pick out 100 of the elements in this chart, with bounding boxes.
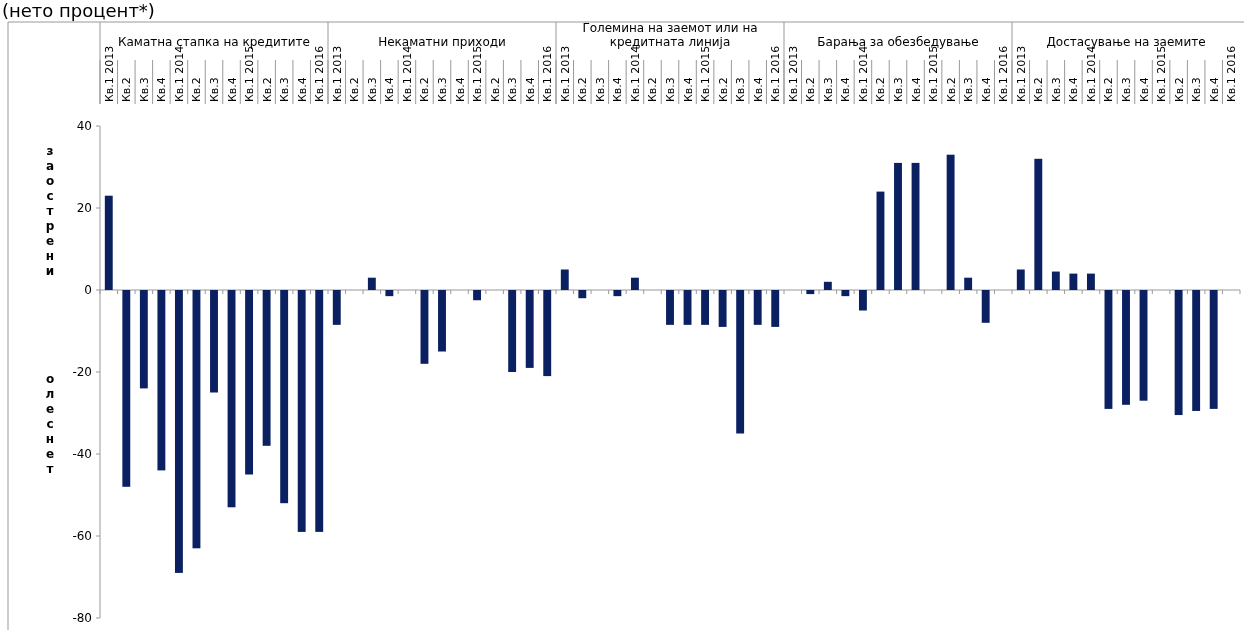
y-tick-label: -40 <box>72 447 92 461</box>
y-tick-label: -60 <box>72 529 92 543</box>
bar <box>718 290 727 327</box>
bar <box>560 269 569 290</box>
bar <box>1209 290 1218 409</box>
bar <box>367 277 376 290</box>
bar <box>578 290 587 299</box>
x-tick-label: Кв.2 <box>1102 77 1116 102</box>
x-tick-label: Кв.1 2013 <box>330 45 344 102</box>
bar <box>280 290 289 504</box>
x-tick-label: Кв.2 <box>348 77 362 102</box>
bar <box>245 290 254 475</box>
chart-title: (нето процент*) <box>2 0 155 21</box>
x-tick-label: Кв.4 <box>1137 77 1151 102</box>
x-tick-label: Кв.1 2013 <box>558 45 572 102</box>
x-tick-label: Кв.4 <box>681 77 695 102</box>
bar <box>1192 290 1201 411</box>
x-tick-label: Кв.3 <box>664 77 677 102</box>
bar <box>525 290 534 368</box>
bar <box>666 290 674 325</box>
x-tick-label: Кв.2 <box>944 77 958 102</box>
x-tick-label: Кв.4 <box>1207 77 1221 102</box>
x-tick-label: Кв.3 <box>208 77 221 102</box>
x-tick-label: Кв.1 2013 <box>786 45 800 102</box>
x-tick-label: Кв.1 2016 <box>997 45 1011 102</box>
bar <box>508 290 517 372</box>
x-tick-label: Кв.3 <box>436 77 449 102</box>
bar <box>858 290 867 311</box>
bar <box>894 162 902 290</box>
x-tick-label: Кв.1 2013 <box>102 45 116 102</box>
bar <box>806 290 815 295</box>
x-tick-label: Кв.3 <box>506 77 520 102</box>
x-tick-label: Кв.4 <box>295 77 309 102</box>
x-tick-label: Кв.2 <box>1032 77 1046 102</box>
x-tick-label: Кв.2 <box>874 77 888 102</box>
bar <box>1174 290 1183 416</box>
bar <box>841 290 850 297</box>
bar <box>630 277 639 290</box>
bar <box>122 290 131 487</box>
x-tick-label: Кв.4 <box>839 77 853 102</box>
x-tick-label: Кв.2 <box>716 77 730 102</box>
x-tick-label: Кв.4 <box>523 77 537 102</box>
x-tick-label: Кв.4 <box>611 77 625 102</box>
x-tick-label: Кв.1 2016 <box>769 45 783 102</box>
x-tick-label: Кв.2 <box>488 77 502 102</box>
bar <box>1069 273 1078 290</box>
x-tick-label: Кв.2 <box>260 77 274 102</box>
bar <box>753 290 762 325</box>
x-tick-label: Кв.2 <box>1172 77 1186 102</box>
bar <box>1122 290 1130 405</box>
bar <box>981 290 990 323</box>
x-tick-label: Кв.4 <box>909 77 923 102</box>
x-tick-label: Кв.4 <box>751 77 765 102</box>
x-tick-label: Кв.3 <box>1190 77 1204 102</box>
x-tick-label: Кв.4 <box>155 77 169 102</box>
x-tick-label: Кв.3 <box>821 77 835 102</box>
bar <box>736 290 745 434</box>
y-tick-label: 40 <box>76 119 92 133</box>
bar <box>1086 273 1095 290</box>
bar <box>174 290 183 573</box>
x-tick-label: Кв.3 <box>962 77 976 102</box>
y-tick-label: 20 <box>76 201 92 215</box>
x-tick-label: Кв.2 <box>418 77 432 102</box>
y-tick-label: 0 <box>84 283 92 297</box>
y-tick-label: -80 <box>72 611 92 625</box>
x-tick-label: Кв.3 <box>734 77 748 102</box>
x-tick-label: Кв.3 <box>1049 77 1063 102</box>
bar <box>964 277 973 290</box>
x-tick-label: Кв.4 <box>1067 77 1081 102</box>
bar <box>1016 269 1025 290</box>
x-tick-label: Кв.2 <box>646 77 660 102</box>
bar <box>1034 158 1043 290</box>
x-tick-label: Кв.4 <box>979 77 993 102</box>
bar <box>332 290 341 325</box>
bar <box>262 290 271 446</box>
bar <box>139 290 148 389</box>
x-tick-label: Кв.3 <box>365 77 379 102</box>
x-tick-label: Кв.1 2016 <box>313 45 327 102</box>
bar <box>104 195 113 290</box>
bar <box>613 290 622 297</box>
bar <box>438 290 446 352</box>
bar <box>297 290 306 532</box>
x-tick-label: Кв.3 <box>892 77 905 102</box>
bar <box>701 290 710 325</box>
x-tick-label: Кв.3 <box>137 77 151 102</box>
bar <box>473 290 482 301</box>
x-tick-label: Кв.1 2016 <box>541 45 555 102</box>
bar <box>157 290 166 471</box>
x-tick-label: Кв.4 <box>225 77 239 102</box>
x-tick-label: Кв.1 2013 <box>1014 45 1028 102</box>
x-tick-label: Кв.2 <box>190 77 204 102</box>
bar <box>946 154 955 290</box>
x-tick-label: Кв.4 <box>453 77 467 102</box>
x-tick-label: Кв.2 <box>576 77 590 102</box>
x-tick-label: Кв.3 <box>1120 77 1133 102</box>
text: заострени <box>45 144 55 278</box>
y-tick-label: -20 <box>72 365 92 379</box>
x-tick-label: Кв.3 <box>593 77 607 102</box>
text: олеснет <box>45 372 55 476</box>
bar <box>543 290 552 377</box>
